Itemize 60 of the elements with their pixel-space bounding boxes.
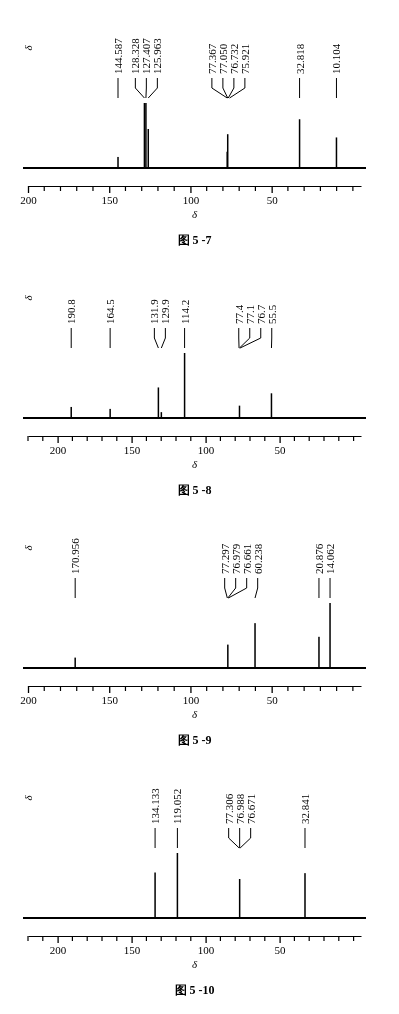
annotation: 190.8 bbox=[65, 298, 78, 324]
x-tick-label: 200 bbox=[20, 193, 38, 206]
x-tick-label: 200 bbox=[20, 693, 38, 706]
x-tick-label: 150 bbox=[101, 693, 119, 706]
annotation: 10.104 bbox=[330, 43, 343, 74]
annotation: 77.297 bbox=[218, 543, 231, 574]
annotation: 14.062 bbox=[324, 543, 337, 574]
annotation: 119.052 bbox=[171, 788, 184, 824]
annotation: 32.818 bbox=[293, 43, 306, 74]
text: 图 5 -9 bbox=[177, 733, 212, 747]
x-tick-label: 50 bbox=[274, 443, 287, 456]
x-tick-label: 50 bbox=[266, 193, 279, 206]
annotation: 76.661 bbox=[240, 543, 253, 574]
x-tick-label: 200 bbox=[49, 943, 67, 956]
x-axis-title: δ bbox=[191, 958, 198, 970]
annotation: 75.921 bbox=[238, 43, 251, 74]
annotation: 76.979 bbox=[229, 543, 242, 574]
x-tick-label: 100 bbox=[197, 943, 215, 956]
text: 图 5 -8 bbox=[177, 483, 212, 497]
x-axis-title: δ bbox=[191, 708, 198, 720]
annotation: 77.1 bbox=[243, 304, 256, 324]
text: 图 5 -7 bbox=[177, 233, 212, 247]
annotation: 164.5 bbox=[104, 298, 117, 324]
annotation: 77.050 bbox=[216, 43, 229, 74]
x-tick-label: 100 bbox=[182, 693, 200, 706]
annotation: 114.2 bbox=[178, 299, 191, 324]
y-axis-title: δ bbox=[22, 794, 34, 801]
annotation: 144.587 bbox=[112, 37, 125, 74]
annotation: 128.328 bbox=[129, 37, 142, 74]
annotation: 20.876 bbox=[312, 543, 325, 574]
annotation: 134.133 bbox=[149, 787, 162, 824]
x-tick-label: 100 bbox=[182, 193, 200, 206]
x-tick-label: 150 bbox=[123, 943, 141, 956]
x-axis-title: δ bbox=[191, 458, 198, 470]
annotation: 125.963 bbox=[151, 37, 164, 74]
x-tick-label: 150 bbox=[101, 193, 119, 206]
annotation: 77.306 bbox=[222, 793, 235, 824]
x-tick-label: 100 bbox=[197, 443, 215, 456]
annotation: 60.238 bbox=[251, 543, 264, 574]
annotation: 76.988 bbox=[233, 793, 246, 824]
x-tick-label: 50 bbox=[274, 943, 287, 956]
annotation: 77.367 bbox=[205, 43, 218, 74]
annotation: 76.671 bbox=[244, 793, 257, 824]
x-tick-label: 50 bbox=[266, 693, 279, 706]
annotation: 127.407 bbox=[140, 37, 153, 74]
y-axis-title: δ bbox=[22, 44, 34, 51]
y-axis-title: δ bbox=[22, 544, 34, 551]
x-tick-label: 200 bbox=[49, 443, 67, 456]
annotation: 77.4 bbox=[232, 304, 245, 324]
annotation: 76.732 bbox=[227, 43, 240, 74]
text: 图 5 -10 bbox=[174, 983, 215, 997]
annotation: 129.9 bbox=[159, 298, 172, 324]
annotation: 170.956 bbox=[69, 537, 82, 574]
annotation: 32.841 bbox=[299, 793, 311, 824]
y-axis-title: δ bbox=[22, 294, 34, 301]
x-axis-title: δ bbox=[191, 208, 198, 220]
x-tick-label: 150 bbox=[123, 443, 141, 456]
annotation: 131.9 bbox=[148, 298, 161, 324]
annotation: 76.7 bbox=[254, 304, 267, 324]
annotation: 55.5 bbox=[265, 304, 278, 324]
